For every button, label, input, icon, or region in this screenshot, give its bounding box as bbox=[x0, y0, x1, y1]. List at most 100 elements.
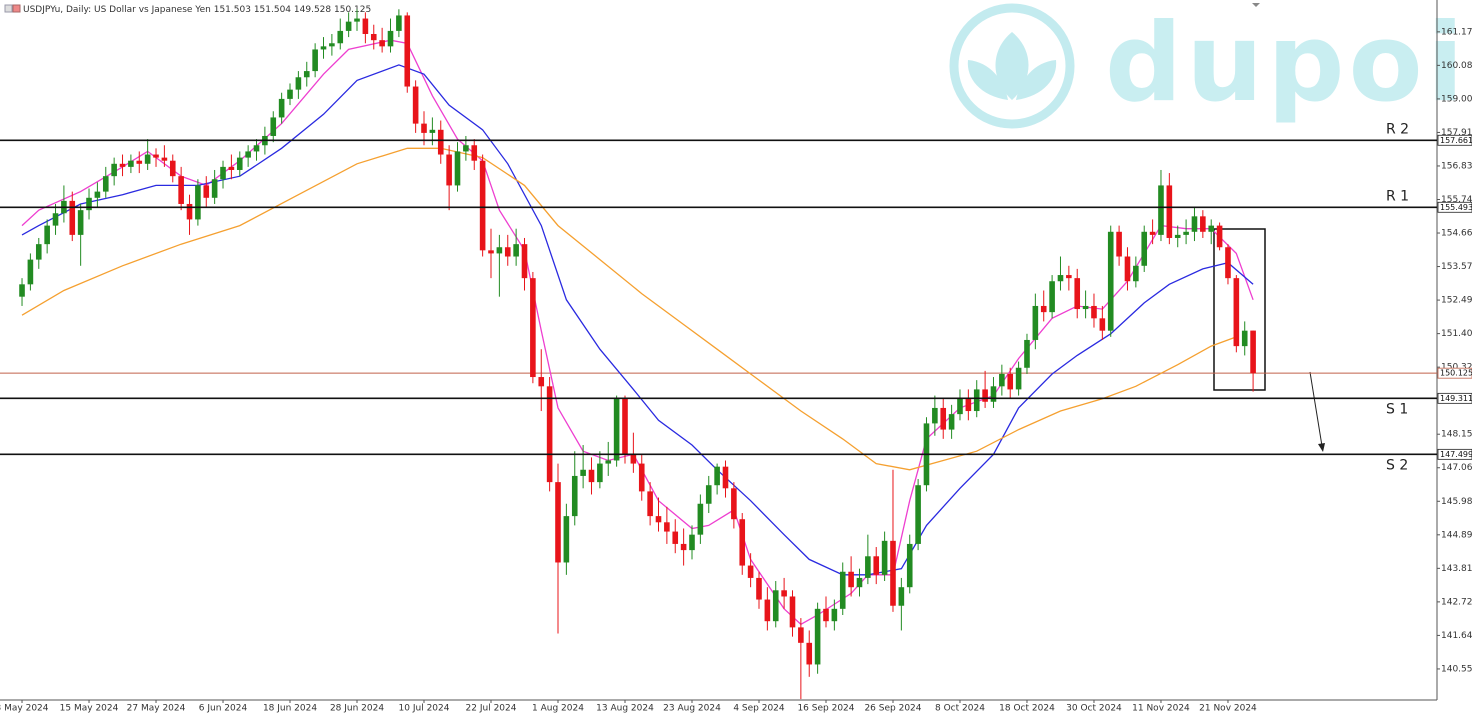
candle-body bbox=[1216, 225, 1223, 248]
candle-body bbox=[630, 454, 637, 464]
logo-leaf bbox=[995, 32, 1029, 100]
candle-body bbox=[664, 522, 670, 532]
candle-body bbox=[144, 154, 151, 164]
candle-body bbox=[605, 460, 612, 464]
candle-body bbox=[228, 166, 235, 170]
level-label: R 2 bbox=[1386, 121, 1409, 137]
candle-body bbox=[396, 15, 402, 31]
candle-body bbox=[873, 556, 880, 575]
candle-body bbox=[1107, 231, 1114, 331]
candle-body bbox=[1225, 247, 1231, 279]
candle-body bbox=[303, 71, 310, 78]
candle-body bbox=[680, 543, 687, 551]
candle-body bbox=[957, 398, 963, 415]
candle-body bbox=[354, 18, 360, 22]
x-tick-label: 1 Aug 2024 bbox=[532, 704, 584, 714]
candle-body bbox=[1174, 234, 1181, 238]
candle-body bbox=[454, 151, 461, 186]
moving-average bbox=[21, 64, 1254, 576]
level-label: S 2 bbox=[1386, 457, 1408, 473]
x-tick-label: 6 Jun 2024 bbox=[199, 704, 248, 714]
candle-body bbox=[94, 191, 101, 198]
candle-body bbox=[178, 176, 184, 204]
candle-body bbox=[1074, 278, 1081, 310]
candle-body bbox=[161, 157, 168, 161]
candle-body bbox=[253, 145, 260, 152]
candle-body bbox=[530, 278, 536, 378]
y-tick-label: 152.490 bbox=[1441, 296, 1472, 306]
candle-body bbox=[898, 587, 905, 606]
candle-body bbox=[496, 247, 503, 254]
candle-body bbox=[747, 565, 754, 578]
candle-body bbox=[128, 160, 134, 167]
candle-body bbox=[647, 491, 653, 517]
price-tag bbox=[1437, 367, 1472, 379]
y-tick-label: 159.000 bbox=[1441, 94, 1472, 104]
candle-body bbox=[387, 30, 394, 47]
candle-body bbox=[1024, 339, 1030, 368]
candle-body bbox=[278, 98, 285, 118]
candle-body bbox=[1233, 278, 1240, 347]
candle-body bbox=[77, 210, 84, 235]
candle-body bbox=[965, 398, 972, 412]
open: 151.503 bbox=[214, 5, 251, 15]
y-tick-label: 145.980 bbox=[1441, 497, 1472, 507]
candle-body bbox=[655, 516, 662, 523]
candle-body bbox=[1133, 265, 1139, 282]
candle-body bbox=[471, 145, 478, 161]
candle-body bbox=[613, 398, 620, 461]
candle-body bbox=[865, 556, 871, 578]
candle-body bbox=[555, 482, 561, 563]
candle-body bbox=[1141, 231, 1148, 266]
candle-body bbox=[781, 590, 787, 597]
candle-body bbox=[546, 386, 553, 483]
candle-body bbox=[1149, 231, 1156, 235]
candle-body bbox=[429, 129, 436, 133]
x-tick-label: 13 Aug 2024 bbox=[596, 704, 654, 714]
y-tick-label: 154.660 bbox=[1441, 229, 1472, 239]
candle-body bbox=[404, 15, 411, 87]
x-tick-label: 11 Nov 2024 bbox=[1132, 704, 1190, 714]
candle-body bbox=[1049, 281, 1055, 313]
arrow-head bbox=[1318, 443, 1325, 452]
x-tick-label: 16 Sep 2024 bbox=[797, 704, 854, 714]
candle-body bbox=[1099, 318, 1106, 331]
candle-body bbox=[823, 608, 829, 622]
candle-body bbox=[1032, 305, 1039, 340]
candle-body bbox=[731, 488, 737, 520]
candle-body bbox=[295, 77, 302, 90]
x-tick-label: 4 Sep 2024 bbox=[733, 704, 785, 714]
candle-body bbox=[814, 608, 821, 665]
moving-average bbox=[21, 147, 1237, 471]
candle-body bbox=[245, 151, 251, 158]
candle-body bbox=[1241, 330, 1248, 347]
candle-body bbox=[153, 154, 159, 158]
candle-body bbox=[597, 463, 603, 483]
candle-body bbox=[1183, 231, 1189, 235]
candle-body bbox=[756, 577, 762, 600]
candle-body bbox=[831, 608, 838, 622]
candle-body bbox=[102, 176, 109, 192]
candle-body bbox=[1124, 256, 1131, 282]
candle-body bbox=[571, 475, 578, 517]
candle-body bbox=[136, 160, 143, 164]
y-tick-label: 140.555 bbox=[1441, 664, 1472, 674]
candle-body bbox=[1191, 216, 1198, 232]
x-tick-label: 8 Oct 2024 bbox=[935, 704, 985, 714]
candle-body bbox=[236, 157, 243, 170]
candle-body bbox=[479, 160, 486, 251]
candle-body bbox=[27, 259, 34, 285]
candle-body bbox=[69, 200, 76, 235]
candle-body bbox=[881, 540, 888, 575]
candle-body bbox=[848, 571, 854, 588]
candle-body bbox=[973, 389, 980, 412]
candle-body bbox=[798, 627, 804, 643]
logo-ring bbox=[949, 3, 1075, 129]
candle-body bbox=[446, 154, 452, 186]
candle-body bbox=[270, 117, 277, 136]
y-tick-label: 148.150 bbox=[1441, 430, 1472, 440]
candle-body bbox=[521, 244, 528, 279]
candle-body bbox=[1040, 305, 1047, 313]
x-tick-label: 23 Aug 2024 bbox=[663, 704, 721, 714]
